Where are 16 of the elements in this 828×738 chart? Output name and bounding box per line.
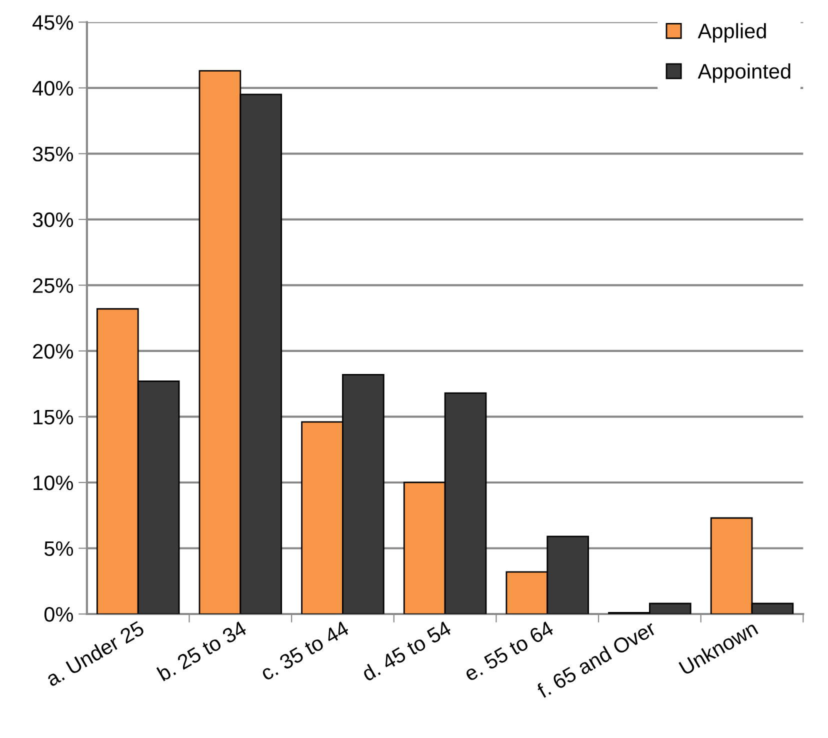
y-tick-label: 5% — [44, 541, 74, 556]
y-tick-label: 45% — [32, 15, 74, 30]
y-tick-label: 40% — [32, 80, 74, 96]
y-tick-label: 10% — [34, 475, 74, 490]
x-tick-label: c. 35 to 44 — [260, 620, 350, 682]
legend-label: Appointed — [698, 63, 790, 83]
y-tick-label: 20% — [33, 344, 74, 359]
y-tick-label: 30% — [32, 212, 74, 228]
x-tick-label: b. 25 to 34 — [156, 620, 248, 682]
y-tick-label: 35% — [32, 146, 74, 162]
y-tick-label: 0% — [44, 607, 74, 622]
y-tick-label: 25% — [33, 278, 74, 293]
legend-label: Applied — [698, 23, 766, 43]
x-tick-label: e. 55 to 64 — [463, 620, 554, 682]
x-tick-label: d. 45 to 54 — [360, 620, 452, 682]
y-tick-label: 15% — [34, 410, 74, 424]
